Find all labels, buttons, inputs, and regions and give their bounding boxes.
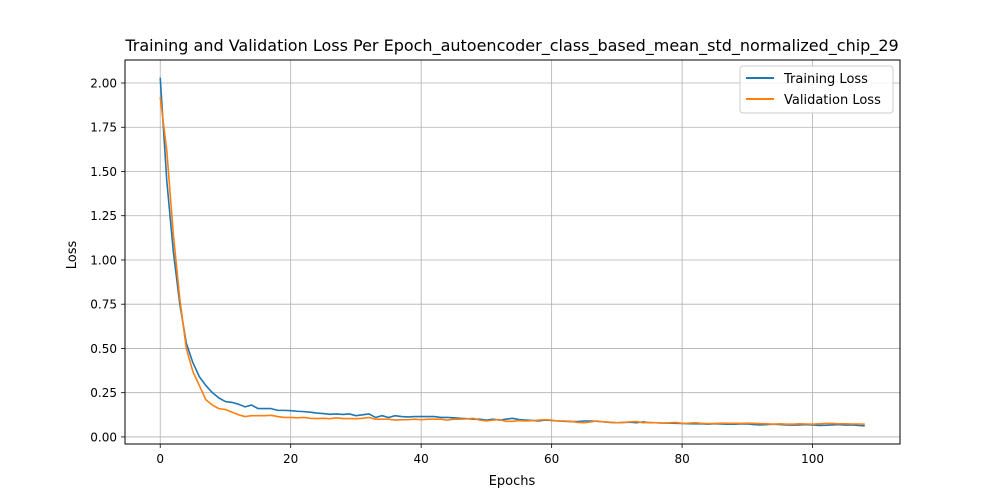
x-tick-label: 20 <box>283 452 298 466</box>
series-lines <box>159 77 865 427</box>
legend: Training Loss Validation Loss <box>739 65 894 114</box>
validation-loss-line <box>159 97 865 425</box>
x-axis-label: Epochs <box>489 474 536 489</box>
y-tick-label: 1.75 <box>90 121 117 135</box>
y-tick-label: 2.00 <box>90 77 117 91</box>
y-tick-label: 0.75 <box>90 298 117 312</box>
y-tick-label: 0.50 <box>90 342 117 356</box>
chart-title: Training and Validation Loss Per Epoch_a… <box>124 36 898 56</box>
plot-area-frame <box>124 59 901 445</box>
x-tick-label: 60 <box>544 452 559 466</box>
y-tick-label: 1.50 <box>90 165 117 179</box>
y-tick-label: 1.25 <box>90 209 117 223</box>
axis-ticks: 0 20 40 60 80 100 0.00 0.25 0.50 0.75 1.00 1.25 1.50… <box>90 77 824 466</box>
y-tick-label: 0.00 <box>90 430 117 444</box>
legend-box <box>739 65 894 114</box>
x-tick-label: 40 <box>414 452 429 466</box>
y-tick-label: 0.25 <box>90 386 117 400</box>
legend-label-training: Training Loss <box>783 72 868 87</box>
x-tick-label: 80 <box>674 452 689 466</box>
y-axis-label: Loss <box>65 241 80 270</box>
x-tick-label: 100 <box>801 452 824 466</box>
y-tick-label: 1.00 <box>90 253 117 267</box>
grid-lines <box>125 60 900 444</box>
x-tick-label: 0 <box>156 452 164 466</box>
legend-label-validation: Validation Loss <box>784 93 881 108</box>
